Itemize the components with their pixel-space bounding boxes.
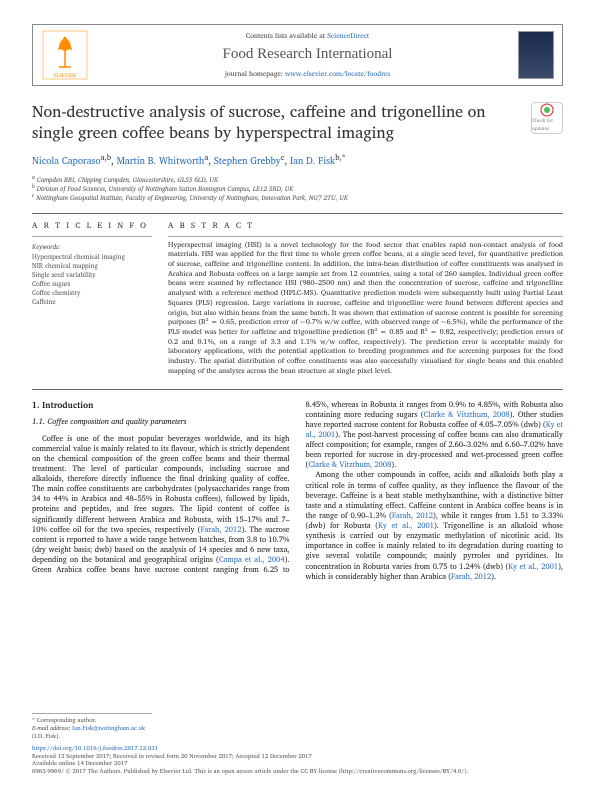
abstract-heading: A B S T R A C T <box>168 218 563 232</box>
svg-text:ELSEVIER: ELSEVIER <box>54 72 77 80</box>
keyword-6: Caffeine <box>32 297 152 306</box>
copyright-line: 0963-9969/ © 2017 The Authors. Published… <box>32 768 563 776</box>
authors-line: Nicola Caporasoa,b, Martin B. Whitwortha… <box>32 152 563 169</box>
contents-prefix: Contents lists available at <box>246 31 327 42</box>
article-info-heading: A R T I C L E I N F O <box>32 218 152 232</box>
author-2-sup: a <box>204 152 208 164</box>
page-footer: * Corresponding author. E-mail address: … <box>32 703 563 776</box>
check-updates-label: Check for updates <box>532 117 562 133</box>
author-2[interactable]: Martin B. Whitworth <box>117 154 205 169</box>
cite-farah-2012-c[interactable]: Farah, 2012 <box>451 571 491 583</box>
journal-cover-thumb <box>518 31 554 79</box>
section-1-heading: 1. Introduction <box>32 400 290 411</box>
abstract-text: Hyperspectral imaging (HSI) is a novel t… <box>168 241 563 377</box>
homepage-prefix: journal homepage: <box>225 69 285 80</box>
check-updates-badge[interactable]: Check for updates <box>531 102 563 134</box>
keywords-label: Keywords: <box>32 241 152 252</box>
sciencedirect-link[interactable]: ScienceDirect <box>327 31 369 42</box>
homepage-line: journal homepage: www.elsevier.com/locat… <box>97 69 518 80</box>
body-text: 1. Introduction 1.1. Coffee composition … <box>32 400 563 582</box>
author-4[interactable]: Ian D. Fisk <box>290 154 335 169</box>
author-1[interactable]: Nicola Caporaso <box>32 154 101 169</box>
journal-header: ELSEVIER Contents lists available at Sci… <box>32 24 563 86</box>
journal-title: Food Research International <box>97 46 518 63</box>
contents-available: Contents lists available at ScienceDirec… <box>97 31 518 42</box>
homepage-link[interactable]: www.elsevier.com/locate/foodres <box>285 69 390 80</box>
article-title: Non-destructive analysis of sucrose, caf… <box>32 102 523 144</box>
section-1-1-heading: 1.1. Coffee composition and quality para… <box>32 417 290 428</box>
email-link[interactable]: Ian.Fisk@nottingham.ac.uk <box>72 723 145 733</box>
author-3-sup: c <box>281 152 285 164</box>
author-1-sup: a,b <box>101 152 112 164</box>
author-3[interactable]: Stephen Grebby <box>214 154 281 169</box>
affiliations: a Campden BRI, Chipping Campden, Glouces… <box>32 175 563 203</box>
affil-c: Nottingham Geospatial Institute, Faculty… <box>36 192 348 203</box>
para-2: Among the other compounds in coffee, aci… <box>306 470 564 581</box>
cite-ky-2001-c[interactable]: Ky et al., 2001 <box>508 561 558 573</box>
email-person: (I.D. Fisk). <box>32 731 60 741</box>
check-updates-icon <box>540 103 554 117</box>
elsevier-logo: ELSEVIER <box>41 29 89 81</box>
author-4-sup: b,* <box>335 152 346 164</box>
